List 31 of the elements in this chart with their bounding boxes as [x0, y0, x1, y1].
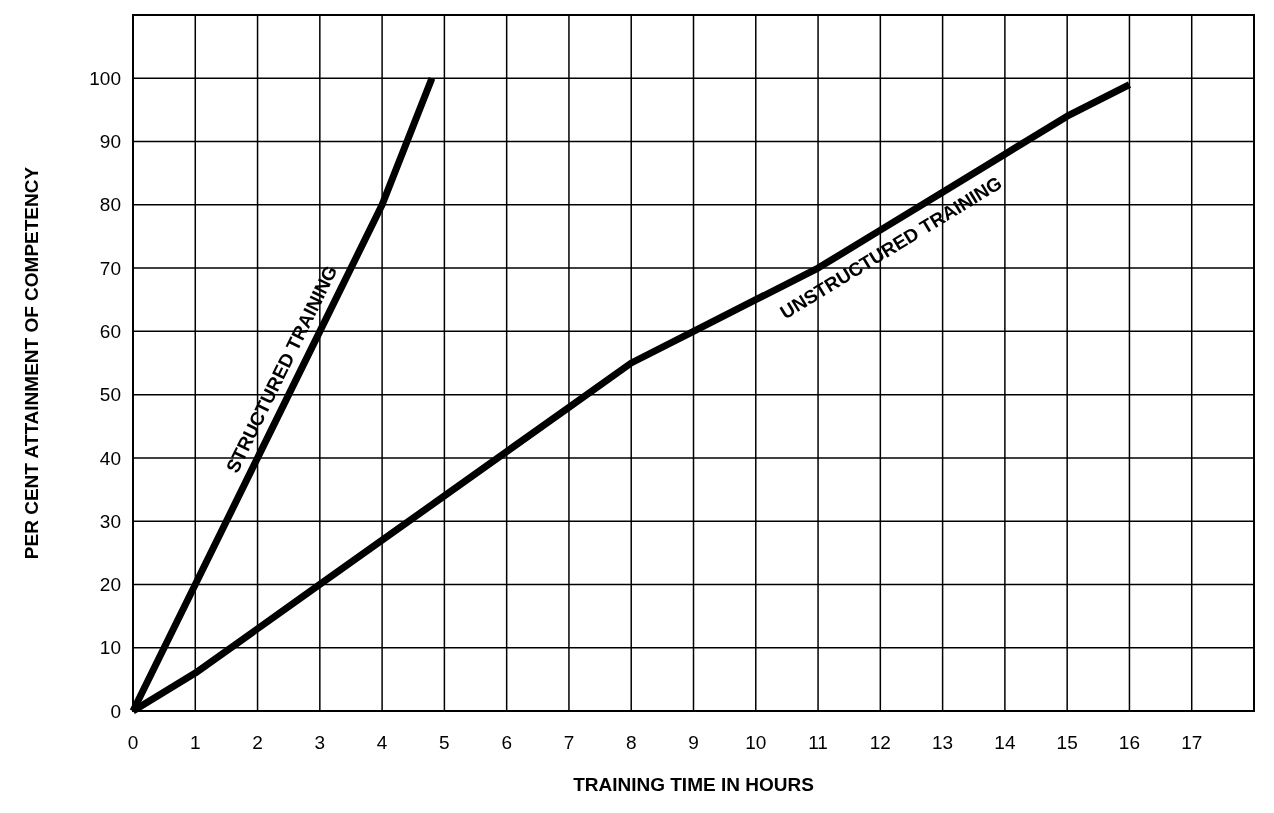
y-tick-label: 20	[99, 574, 121, 596]
x-tick-label: 9	[688, 732, 699, 753]
y-tick-label: 90	[99, 131, 121, 153]
x-tick-label: 4	[376, 732, 388, 753]
y-tick-label: 40	[99, 447, 121, 469]
x-tick-label: 15	[1056, 732, 1078, 753]
x-tick-label: 8	[625, 732, 637, 753]
y-tick-label: 60	[99, 321, 121, 343]
x-tick-label: 11	[808, 732, 828, 753]
x-tick-label: 13	[932, 732, 954, 753]
y-tick-label: 50	[99, 384, 121, 406]
y-tick-label: 80	[99, 194, 121, 216]
y-tick-label: 0	[110, 700, 121, 722]
x-tick-label: 6	[501, 732, 512, 753]
x-tick-label: 16	[1118, 732, 1141, 753]
x-tick-label: 0	[127, 732, 139, 753]
x-tick-label: 3	[314, 732, 326, 753]
x-tick-label: 17	[1181, 732, 1203, 753]
y-axis-title: PER CENT ATTAINMENT OF COMPETENCY	[21, 166, 42, 560]
x-tick-label: 1	[189, 732, 201, 753]
y-tick-label: 30	[99, 510, 121, 532]
x-tick-label: 7	[563, 732, 575, 753]
x-tick-label: 5	[439, 732, 450, 753]
x-axis-title: TRAINING TIME IN HOURS	[573, 774, 814, 795]
x-tick-label: 14	[994, 732, 1016, 753]
x-tick-label: 10	[745, 732, 767, 753]
x-tick-label: 2	[252, 732, 263, 753]
y-tick-label: 10	[99, 637, 121, 659]
x-tick-label: 12	[869, 732, 891, 753]
y-tick-label: 70	[99, 257, 121, 279]
y-tick-label: 100	[89, 67, 121, 89]
